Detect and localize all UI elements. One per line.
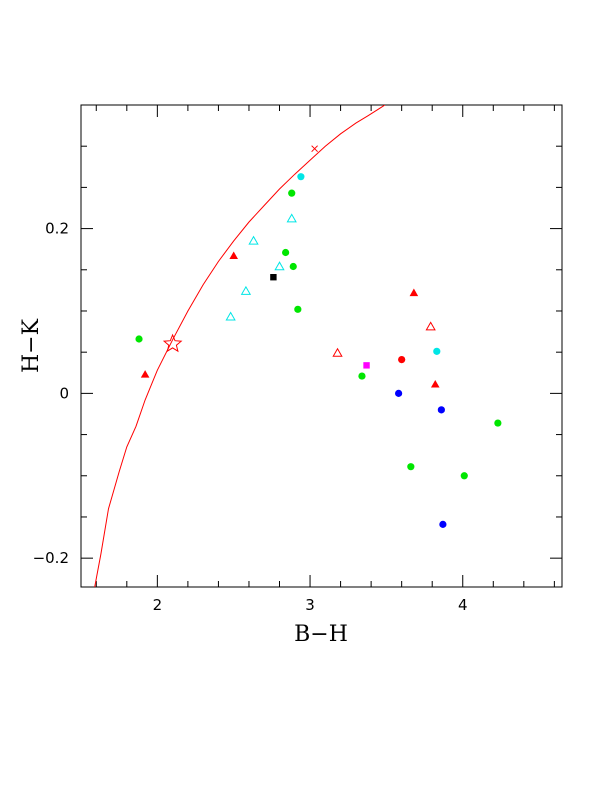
data-point-triangle bbox=[409, 288, 419, 297]
data-point-cross bbox=[311, 145, 318, 153]
data-point-circle bbox=[494, 419, 502, 427]
data-point-circle bbox=[282, 248, 290, 257]
y-tick-label: 0 bbox=[59, 384, 69, 402]
data-point-circle bbox=[289, 262, 297, 271]
data-point-triangle-open bbox=[332, 347, 343, 357]
data-point-circle bbox=[407, 463, 415, 471]
model-curve bbox=[94, 105, 386, 587]
data-point-triangle-open bbox=[425, 321, 436, 331]
data-point-circle bbox=[439, 520, 447, 528]
tick-labels: 2 3 4 −0.2 0 0.2 bbox=[33, 220, 468, 614]
data-point-square bbox=[270, 274, 277, 281]
data-point-circle bbox=[433, 347, 441, 355]
x-tick-label: 2 bbox=[153, 596, 163, 614]
data-point-circle bbox=[395, 389, 403, 397]
data-point-circle bbox=[294, 305, 302, 313]
data-point-circle bbox=[460, 472, 468, 480]
data-point-circle bbox=[398, 355, 406, 364]
x-tick-label: 3 bbox=[305, 596, 315, 614]
x-axis-title: B−H bbox=[294, 622, 348, 647]
data-point-triangle-open bbox=[286, 213, 297, 223]
plot-frame bbox=[80, 104, 563, 588]
data-point-star-open bbox=[162, 333, 183, 353]
data-point-triangle-open bbox=[248, 235, 259, 245]
y-tick-label: 0.2 bbox=[45, 220, 69, 238]
data-points bbox=[135, 145, 502, 528]
data-point-triangle bbox=[229, 251, 238, 260]
data-point-circle bbox=[358, 372, 366, 380]
data-point-square bbox=[363, 362, 370, 369]
data-point-triangle-open bbox=[274, 261, 285, 271]
x-tick-label: 4 bbox=[458, 596, 468, 614]
y-tick-label: −0.2 bbox=[33, 549, 69, 567]
data-point-triangle-open bbox=[225, 311, 236, 321]
data-point-circle bbox=[135, 335, 143, 343]
data-point-circle bbox=[297, 173, 305, 181]
axis-ticks bbox=[81, 104, 562, 587]
y-axis-title: H−K bbox=[19, 318, 44, 373]
data-point-triangle bbox=[140, 370, 150, 378]
data-point-triangle bbox=[430, 380, 440, 388]
data-point-circle bbox=[437, 406, 445, 414]
data-point-circle bbox=[288, 189, 296, 197]
data-point-triangle-open bbox=[240, 285, 252, 295]
